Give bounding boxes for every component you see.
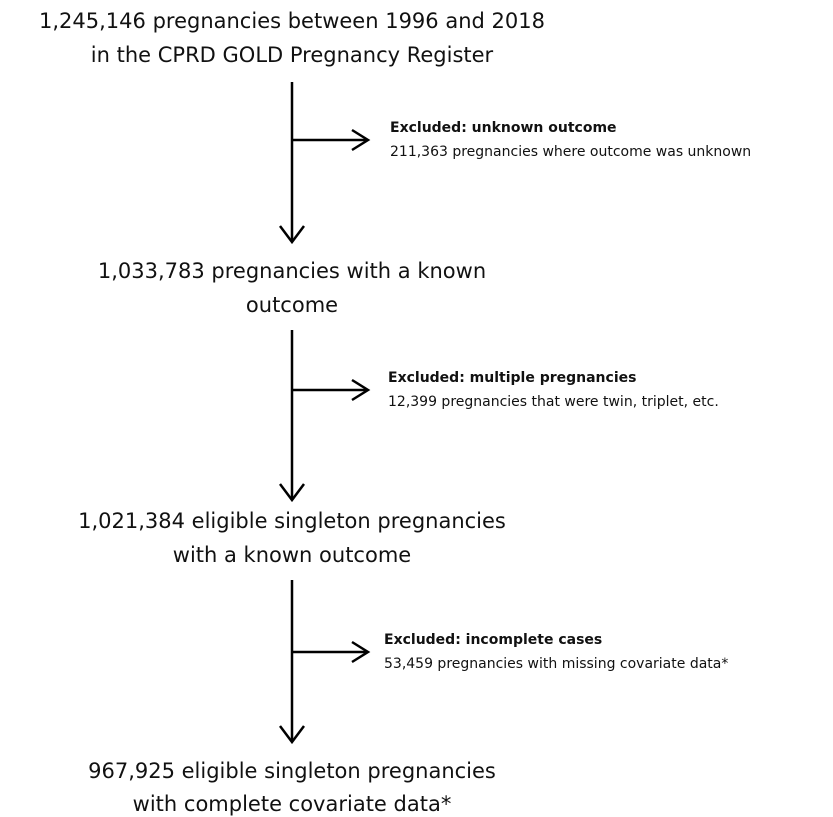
exclusion-detail: 12,399 pregnancies that were twin, tripl…	[388, 394, 719, 410]
arrowhead	[279, 483, 305, 503]
node-text: 1,245,146 pregnancies between 1996 and 2…	[39, 9, 545, 33]
exclusion-detail: 211,363 pregnancies where outcome was un…	[390, 144, 751, 160]
node-text: 967,925 eligible singleton pregnancies	[88, 759, 496, 783]
arrowhead	[351, 378, 371, 402]
node-text: outcome	[246, 293, 338, 317]
node-text: 1,021,384 eligible singleton pregnancies	[78, 509, 506, 533]
arrowhead	[351, 640, 371, 664]
node-text: with a known outcome	[173, 543, 411, 567]
exclusion-detail: 53,459 pregnancies with missing covariat…	[384, 656, 728, 672]
arrowhead	[279, 725, 305, 745]
arrowhead	[279, 225, 305, 245]
exclusion-title: Excluded: unknown outcome	[390, 120, 617, 136]
exclusion-title: Excluded: incomplete cases	[384, 632, 602, 648]
arrowhead	[351, 128, 371, 152]
node-text: with complete covariate data*	[133, 792, 452, 816]
exclusion-title: Excluded: multiple pregnancies	[388, 370, 636, 386]
node-text: 1,033,783 pregnancies with a known	[98, 259, 486, 283]
node-text: in the CPRD GOLD Pregnancy Register	[91, 43, 494, 67]
